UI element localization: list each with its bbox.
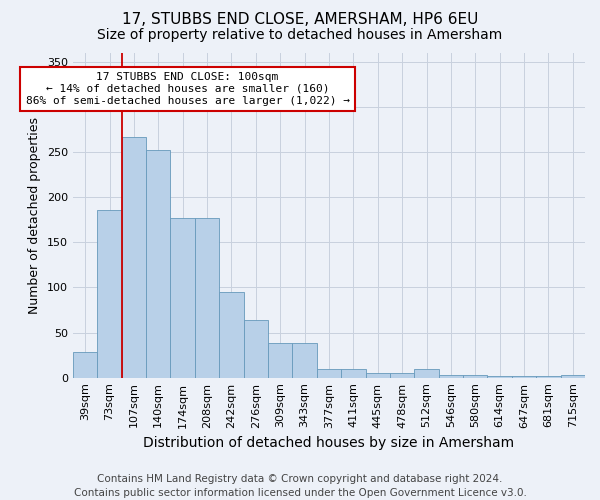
Bar <box>97 210 122 378</box>
Bar <box>244 320 268 378</box>
Bar <box>463 375 487 378</box>
Y-axis label: Number of detached properties: Number of detached properties <box>28 116 41 314</box>
Bar <box>73 352 97 378</box>
Bar <box>560 375 585 378</box>
Bar <box>219 292 244 378</box>
Bar <box>122 136 146 378</box>
X-axis label: Distribution of detached houses by size in Amersham: Distribution of detached houses by size … <box>143 436 515 450</box>
Text: 17, STUBBS END CLOSE, AMERSHAM, HP6 6EU: 17, STUBBS END CLOSE, AMERSHAM, HP6 6EU <box>122 12 478 28</box>
Bar <box>317 368 341 378</box>
Bar <box>195 218 219 378</box>
Bar <box>292 344 317 378</box>
Bar <box>268 344 292 378</box>
Bar <box>487 376 512 378</box>
Bar <box>170 218 195 378</box>
Text: 17 STUBBS END CLOSE: 100sqm
← 14% of detached houses are smaller (160)
86% of se: 17 STUBBS END CLOSE: 100sqm ← 14% of det… <box>26 72 350 106</box>
Bar <box>365 373 390 378</box>
Bar <box>146 150 170 378</box>
Bar <box>512 376 536 378</box>
Bar <box>415 368 439 378</box>
Bar <box>439 375 463 378</box>
Bar <box>390 373 415 378</box>
Bar <box>536 376 560 378</box>
Bar <box>341 368 365 378</box>
Text: Size of property relative to detached houses in Amersham: Size of property relative to detached ho… <box>97 28 503 42</box>
Text: Contains HM Land Registry data © Crown copyright and database right 2024.
Contai: Contains HM Land Registry data © Crown c… <box>74 474 526 498</box>
